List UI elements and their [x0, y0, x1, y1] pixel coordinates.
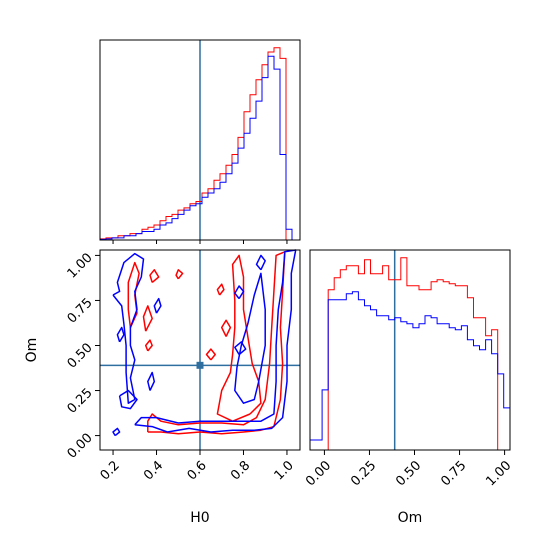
om-hist-x-axis-title: Om — [398, 510, 423, 526]
om-hist-series — [310, 257, 510, 451]
contour-series-1-line-10 — [205, 348, 216, 361]
contour-series-1-line-4 — [142, 305, 153, 332]
contour-series-2-line-7 — [153, 297, 162, 314]
contour-series-1-line-8 — [216, 283, 225, 296]
contour-series-1-line-9 — [220, 319, 232, 337]
contour-series-1-line-1 — [147, 251, 286, 435]
contour-series-2-line-2 — [112, 252, 145, 404]
contour-series-1-line-5 — [149, 269, 160, 283]
contour-series-1-line-7 — [175, 269, 184, 280]
contour-series — [112, 249, 297, 437]
contour-series-2-line-9 — [255, 254, 266, 271]
h0-hist-ticks — [112, 240, 288, 244]
contour-truth-point — [196, 361, 204, 369]
contour-series-2-line-8 — [234, 272, 266, 404]
contour-series-2-line-11 — [234, 285, 245, 300]
contour-series-2-line-5 — [112, 427, 121, 437]
contour-series-2-line-1 — [134, 249, 297, 433]
h0-hist-series — [100, 47, 298, 241]
contour-y-axis-title: Om — [24, 338, 40, 363]
h0-histogram-panel — [99, 39, 301, 244]
h0-hist-step-series-2 — [100, 55, 298, 241]
om-hist-frame — [309, 249, 511, 451]
contour-series-1-line-6 — [144, 339, 153, 352]
contour-series-1-line-2 — [216, 254, 262, 422]
om-hist-step-series-1 — [310, 257, 510, 451]
contour-series-2-line-4 — [116, 326, 125, 343]
contour-x-axis-title: H0 — [190, 510, 209, 526]
om-hist-step-series-2 — [310, 291, 510, 441]
contour-series-2-line-10 — [234, 341, 247, 356]
contour-series-2-line-6 — [147, 371, 156, 391]
contour-series-2-line-3 — [118, 389, 138, 410]
